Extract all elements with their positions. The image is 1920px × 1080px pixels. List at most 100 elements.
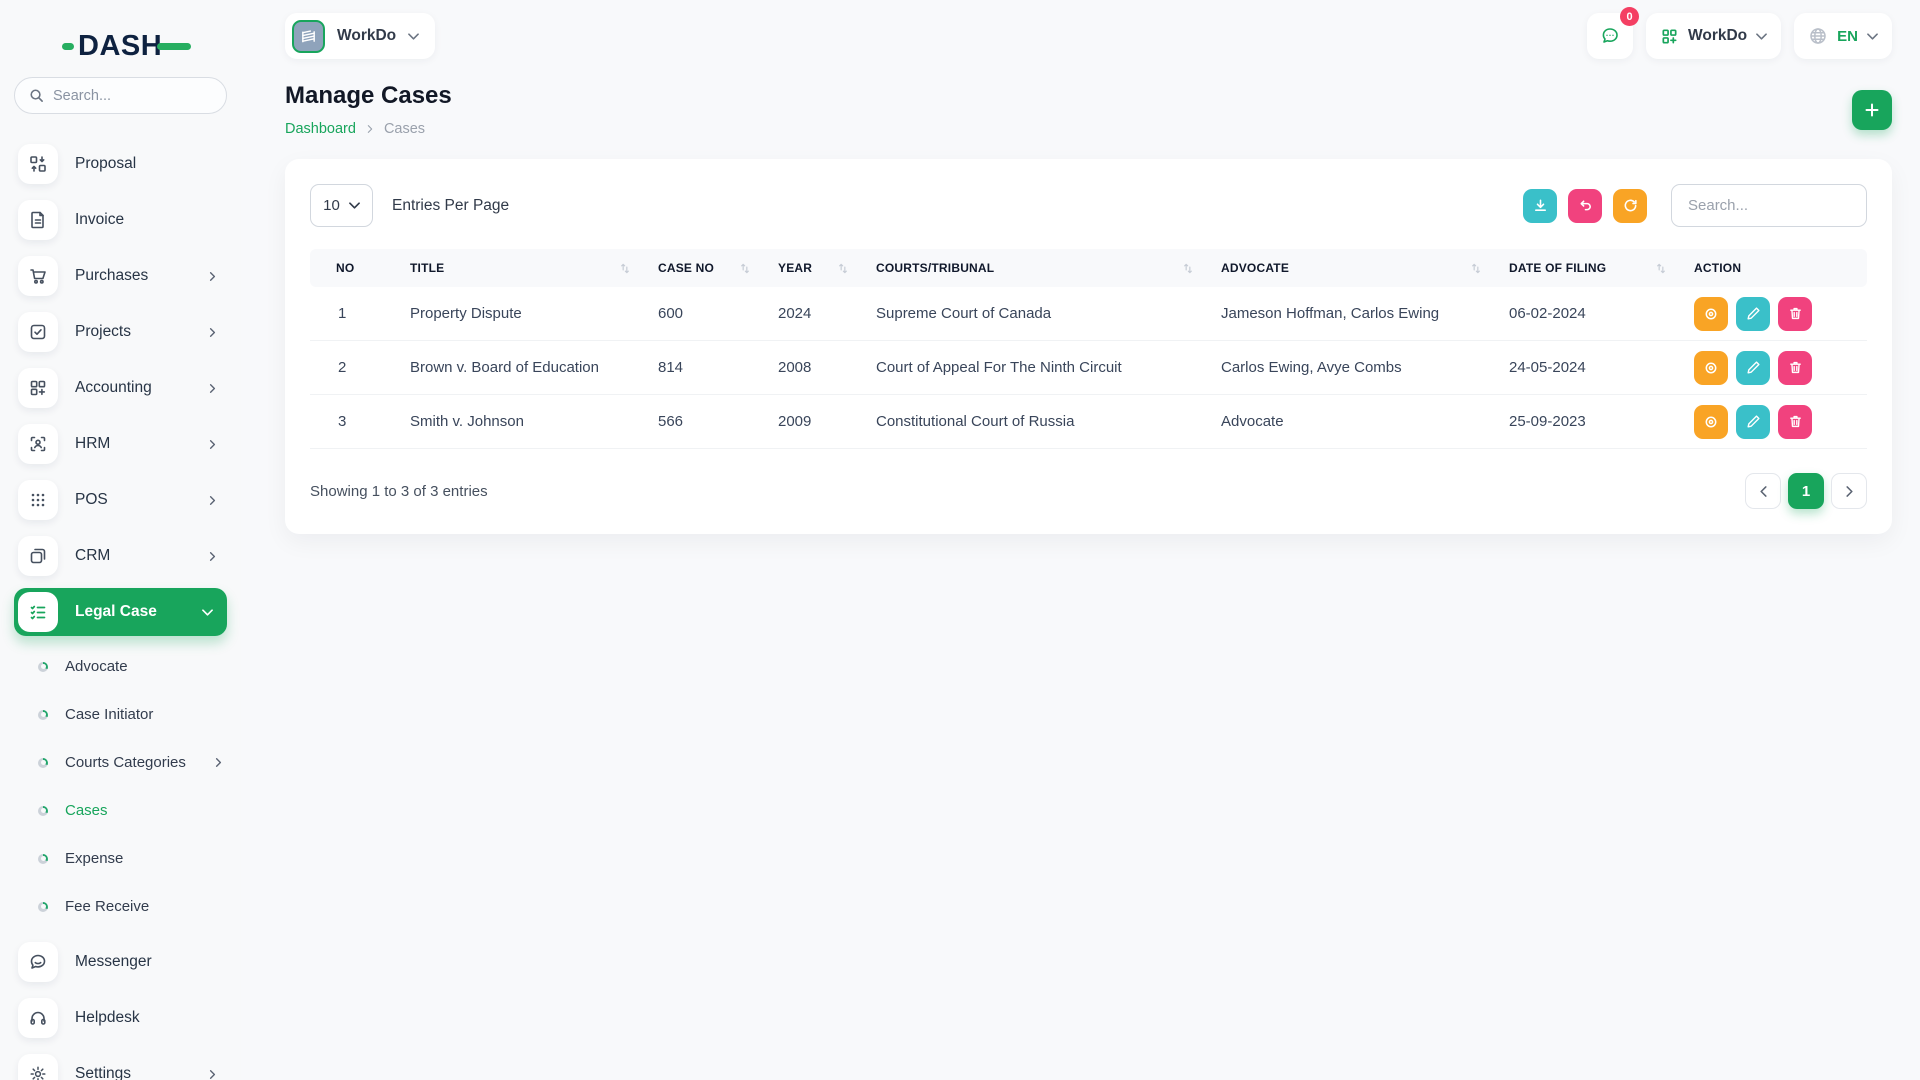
sidebar-item-invoice[interactable]: Invoice [14, 196, 227, 244]
delete-button[interactable] [1778, 350, 1812, 385]
cell-case-no: 566 [644, 394, 764, 449]
cell-no: 3 [310, 394, 396, 449]
chevron-right-icon [208, 271, 217, 281]
cell-title: Property Dispute [396, 287, 644, 341]
breadcrumb: Dashboard Cases [285, 121, 452, 137]
sidebar-item-messenger[interactable]: Messenger [14, 938, 227, 986]
sort-icon [838, 263, 852, 274]
column-header-title[interactable]: TITLE [396, 249, 644, 287]
dots-grid-icon [18, 480, 58, 520]
proposal-icon [18, 144, 58, 184]
user-menu[interactable]: WorkDo [1646, 13, 1782, 59]
gear-icon [18, 1054, 58, 1080]
cell-no: 2 [310, 340, 396, 395]
column-header-case-no[interactable]: CASE NO [644, 249, 764, 287]
view-button[interactable] [1694, 296, 1728, 331]
sidebar-item-fee-receive[interactable]: Fee Receive [14, 886, 227, 927]
cell-case-no: 600 [644, 287, 764, 341]
globe-icon [1808, 26, 1828, 46]
sidebar-item-advocate[interactable]: Advocate [14, 646, 227, 687]
delete-button[interactable] [1778, 296, 1812, 331]
sidebar-item-courts-categories[interactable]: Courts Categories [14, 742, 227, 783]
cell-year: 2024 [764, 287, 862, 341]
column-header-date-of-filing[interactable]: DATE OF FILING [1495, 249, 1680, 287]
sort-icon [740, 263, 754, 274]
sort-icon [620, 263, 634, 274]
sort-icon [1471, 263, 1485, 274]
sidebar-item-pos[interactable]: POS [14, 476, 227, 524]
sidebar-item-proposal[interactable]: Proposal [14, 140, 227, 188]
chevron-down-icon [1867, 31, 1878, 42]
entries-info: Showing 1 to 3 of 3 entries [310, 482, 488, 500]
cell-court: Court of Appeal For The Ninth Circuit [862, 340, 1207, 395]
sidebar-item-case-initiator[interactable]: Case Initiator [14, 694, 227, 735]
breadcrumb-dashboard-link[interactable]: Dashboard [285, 121, 356, 137]
cell-advocate: Jameson Hoffman, Carlos Ewing [1207, 287, 1495, 341]
sub-item-label: Cases [65, 802, 108, 819]
overlap-squares-icon [18, 536, 58, 576]
table-search-input[interactable] [1671, 184, 1867, 227]
checkbox-icon [18, 312, 58, 352]
export-download-button[interactable] [1523, 188, 1557, 223]
add-case-button[interactable] [1852, 90, 1892, 130]
sidebar-item-accounting[interactable]: Accounting [14, 364, 227, 412]
sort-icon [1183, 263, 1197, 274]
cell-title: Brown v. Board of Education [396, 340, 644, 395]
chevron-right-icon [208, 551, 217, 561]
delete-button[interactable] [1778, 404, 1812, 439]
sidebar-item-label: Purchases [75, 267, 149, 284]
entries-per-page-select[interactable]: 10 [310, 184, 373, 227]
sidebar-item-cases[interactable]: Cases [14, 790, 227, 831]
headphones-icon [18, 998, 58, 1038]
pagination-page-1-button[interactable]: 1 [1788, 473, 1824, 509]
sidebar-item-label: Proposal [75, 155, 137, 172]
chat-bubble-icon [18, 942, 58, 982]
chevron-right-icon [208, 327, 217, 337]
bullet-icon [38, 709, 48, 720]
sidebar-item-label: CRM [75, 547, 111, 564]
messages-button[interactable]: 0 [1587, 7, 1640, 59]
sidebar-item-hrm[interactable]: HRM [14, 420, 227, 468]
sidebar-item-label: Messenger [75, 953, 152, 970]
sidebar-search-input[interactable] [53, 87, 212, 104]
chevron-down-icon [408, 31, 420, 42]
column-header-year[interactable]: YEAR [764, 249, 862, 287]
cases-card: 10 Entries Per Page [285, 159, 1892, 534]
sidebar-item-projects[interactable]: Projects [14, 308, 227, 356]
undo-button[interactable] [1568, 188, 1602, 223]
refresh-button[interactable] [1613, 188, 1647, 223]
language-selector[interactable]: EN [1794, 13, 1892, 59]
edit-button[interactable] [1736, 350, 1770, 385]
pagination-prev-button[interactable] [1745, 473, 1781, 509]
row-actions [1694, 287, 1857, 340]
workspace-selector[interactable]: WorkDo [285, 13, 436, 59]
bullet-icon [38, 661, 48, 672]
sidebar-item-settings[interactable]: Settings [14, 1050, 227, 1080]
sidebar-item-purchases[interactable]: Purchases [14, 252, 227, 300]
pagination-next-button[interactable] [1831, 473, 1867, 509]
logo-dash-bar [157, 43, 192, 50]
sidebar-item-expense[interactable]: Expense [14, 838, 227, 879]
breadcrumb-current: Cases [383, 121, 426, 137]
chevron-down-icon [348, 200, 360, 211]
sidebar-item-label: Invoice [75, 211, 125, 228]
edit-button[interactable] [1736, 296, 1770, 331]
sub-item-label: Expense [65, 850, 124, 867]
view-button[interactable] [1694, 404, 1728, 439]
sidebar-item-legal-case[interactable]: Legal Case [14, 588, 227, 636]
search-icon [29, 88, 44, 103]
row-actions [1694, 341, 1857, 394]
entries-per-page-label: Entries Per Page [392, 196, 510, 214]
column-header-advocate[interactable]: ADVOCATE [1207, 249, 1495, 287]
sidebar-item-helpdesk[interactable]: Helpdesk [14, 994, 227, 1042]
sidebar-item-label: Projects [75, 323, 131, 340]
topbar-right: 0 WorkDo EN [1587, 7, 1892, 59]
column-header-courts[interactable]: COURTS/TRIBUNAL [862, 249, 1207, 287]
edit-button[interactable] [1736, 404, 1770, 439]
main-content: WorkDo 0 WorkDo [241, 0, 1920, 1080]
sidebar-item-crm[interactable]: CRM [14, 532, 227, 580]
bullet-icon [38, 853, 48, 864]
sub-item-label: Courts Categories [65, 754, 186, 771]
view-button[interactable] [1694, 350, 1728, 385]
sidebar-search[interactable] [14, 77, 227, 114]
